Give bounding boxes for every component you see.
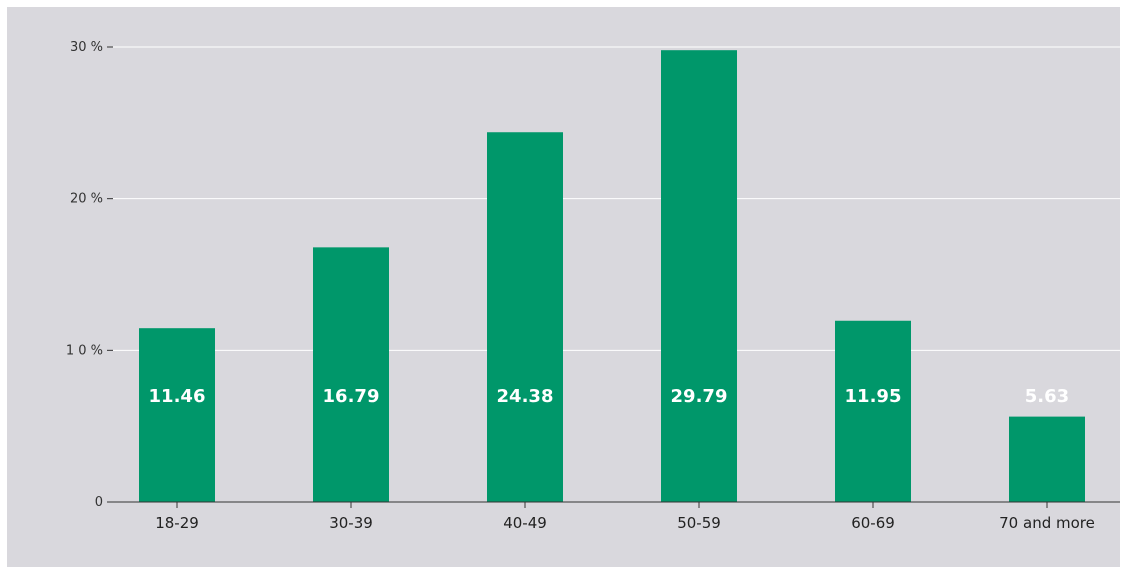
value-label-60-69: 11.95: [845, 386, 902, 407]
bar-40-49: [487, 132, 563, 502]
x-tick-label-18-29: 18-29: [155, 514, 199, 532]
x-tick-label-50-59: 50-59: [677, 514, 721, 532]
grid-lines: [113, 46, 1120, 351]
value-label-50-59: 29.79: [671, 386, 728, 407]
x-tick-label-70 and more: 70 and more: [999, 514, 1095, 532]
x-tick-label-40-49: 40-49: [503, 514, 547, 532]
y-tick-label-20: 20 %: [70, 192, 103, 207]
bar-18-29: [139, 328, 215, 502]
value-label-18-29: 11.46: [149, 386, 206, 407]
value-label-30-39: 16.79: [323, 386, 380, 407]
bar-50-59: [661, 50, 737, 503]
y-tick-label-0: 0: [95, 495, 103, 510]
y-tick-label-30: 30 %: [70, 40, 103, 55]
x-tick-label-60-69: 60-69: [851, 514, 895, 532]
bar-30-39: [313, 247, 389, 502]
y-tick-label-10: 1 0 %: [66, 343, 103, 358]
bar-60-69: [835, 320, 911, 502]
bars: [139, 50, 1085, 503]
value-label-40-49: 24.38: [497, 386, 554, 407]
value-label-70 and more: 5.63: [1025, 386, 1069, 407]
x-tick-label-30-39: 30-39: [329, 514, 373, 532]
axes: 0 1 0 % 20 % 30 % 18-29 30-39 40-49 50-59 60-69 7…: [66, 40, 1120, 532]
bar-70 and more: [1009, 416, 1085, 502]
value-labels: 11.46 16.79 24.38 29.79 11.95 5.63: [149, 386, 1070, 407]
